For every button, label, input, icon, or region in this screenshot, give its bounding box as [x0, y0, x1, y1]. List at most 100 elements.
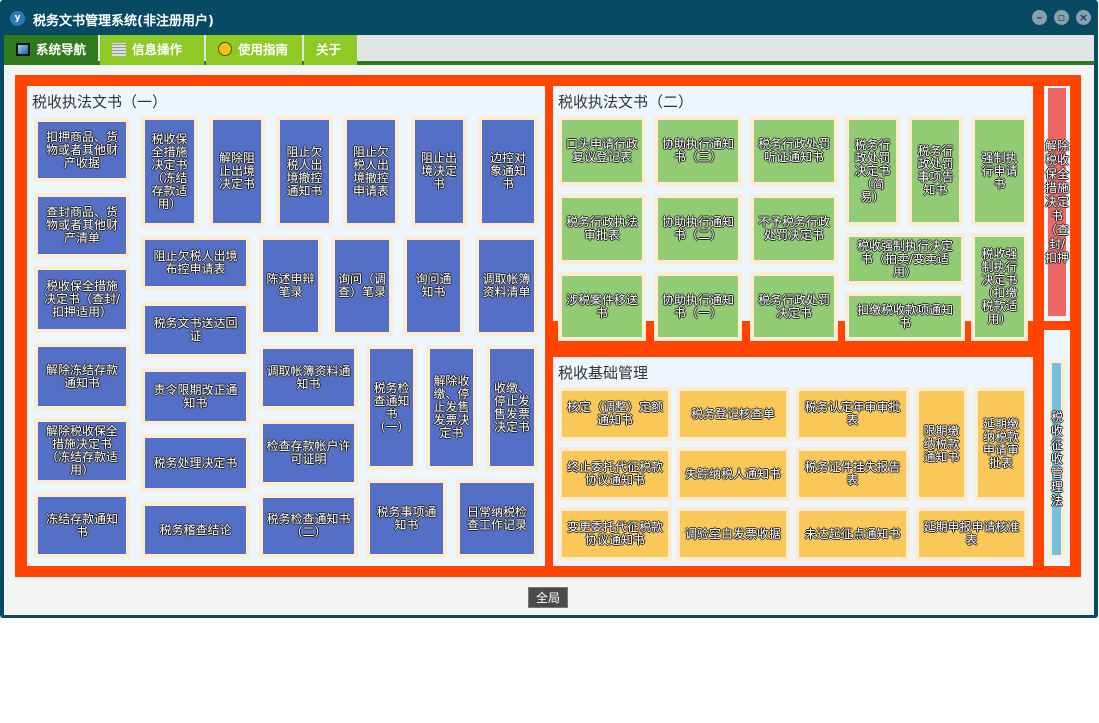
document-tile[interactable]: 询问（调查）笔录 — [331, 236, 393, 336]
document-tile[interactable]: 解除收缴、停止发售发票决定书 — [426, 345, 477, 470]
document-tile[interactable]: 扣缴税收款项通知书 — [845, 292, 965, 341]
tile-label: 终止委托代征税款协议通知书 — [562, 451, 668, 497]
document-tile[interactable]: 解除税收保全措施决定书（冻结存款适用） — [34, 418, 130, 484]
tile-label: 陈述申辩笔录 — [263, 240, 318, 332]
tile-label: 税收强制执行决定书（扣缴税款适用） — [975, 237, 1024, 337]
document-tile[interactable]: 检查存款帐户许可证明 — [259, 420, 358, 486]
tile-label: 未达起征点通知书 — [799, 511, 906, 557]
document-tile[interactable]: 税务事项通知书 — [366, 479, 447, 558]
tile-label: 调验空白发票收据 — [680, 511, 786, 557]
title-bar: y 税务文书管理系统(非注册用户) – ▫ × — [0, 0, 1098, 35]
document-tile[interactable]: 税务行政处罚决定书（简易） — [845, 116, 900, 226]
tile-label: 税务行政处罚决定书 — [754, 276, 834, 337]
document-tile[interactable]: 税务检查通知书（二） — [259, 494, 358, 558]
tab-bar: 系统导航 信息操作 使用指南 关于 — [4, 35, 1094, 65]
tile-label: 不予税务行政处罚决定书 — [754, 198, 834, 260]
document-tile[interactable]: 税务认定年审审批表 — [795, 387, 910, 441]
tile-label: 阻止欠税人出境撤控申请表 — [347, 120, 395, 223]
document-tile[interactable]: 责令限期改正通知书 — [141, 368, 250, 425]
document-tile[interactable]: 口头申请行政复议登记表 — [558, 116, 646, 186]
document-tile[interactable]: 延期缴纳税款申请审批表 — [974, 387, 1028, 501]
tile-label: 税收强制执行决定书（拍卖/变卖适用） — [849, 237, 961, 281]
document-tile[interactable]: 日常纳税检查工作记录 — [456, 479, 538, 558]
document-tile[interactable]: 未达起征点通知书 — [795, 507, 910, 561]
document-tile[interactable]: 阻止欠税人出境布控申请表 — [141, 236, 250, 290]
restore-icon[interactable]: ▫ — [1054, 10, 1069, 25]
document-tile[interactable]: 解除阻止出境决定书 — [209, 116, 265, 227]
document-tile[interactable]: 协助执行通知书（三） — [654, 116, 742, 186]
document-tile[interactable]: 税收保全措施决定书（查封/扣押适用） — [34, 266, 130, 333]
document-tile[interactable]: 税务行政处罚听证通知书 — [750, 116, 838, 186]
document-tile[interactable]: 查封商品、货物或者其他财产清单 — [34, 193, 130, 258]
tile-label: 阻止欠税人出境布控申请表 — [145, 240, 246, 286]
tile-label: 税务文书送达回证 — [145, 306, 246, 354]
document-tile[interactable]: 阻止欠税人出境撤控通知书 — [276, 116, 333, 227]
minimize-icon[interactable]: – — [1032, 10, 1047, 25]
document-tile[interactable]: 边控对象通知书 — [478, 116, 538, 227]
document-tile[interactable]: 冻结存款通知书 — [34, 493, 130, 558]
tile-label: 税务检查通知书（一） — [370, 349, 413, 466]
document-tile[interactable]: 税务稽查结论 — [141, 502, 250, 558]
document-tile[interactable]: 税务文书送达回证 — [141, 302, 250, 358]
document-tile[interactable]: 税务处理决定书 — [141, 434, 250, 492]
tile-label: 冻结存款通知书 — [38, 497, 126, 554]
document-tile[interactable]: 限期缴纳税款通知书 — [915, 387, 968, 501]
tile-label: 解除税收保全措施决定书（冻结存款适用） — [38, 422, 126, 480]
tab-user-guide[interactable]: 使用指南 — [206, 35, 302, 65]
tile-label: 询问（调查）笔录 — [335, 240, 389, 332]
tile-label: 边控对象通知书 — [482, 120, 534, 223]
document-tile[interactable]: 税收征收管理法 — [1049, 360, 1065, 558]
document-tile[interactable]: 调取帐簿资料通知书 — [259, 345, 358, 410]
tile-label: 税务登记核查单 — [680, 391, 786, 437]
tile-label: 税收保全措施决定书（查封/扣押适用） — [38, 270, 126, 329]
document-tile[interactable]: 不予税务行政处罚决定书 — [750, 194, 838, 264]
section-title: 税收执法文书（一） — [32, 93, 168, 111]
document-tile[interactable]: 协助执行通知书（二） — [654, 194, 742, 264]
document-tile[interactable]: 税务登记核查单 — [676, 387, 790, 441]
tile-label: 核定（调整）定额通知书 — [562, 391, 668, 437]
document-tile[interactable]: 陈述申辩笔录 — [259, 236, 322, 336]
document-tile[interactable]: 涉税案件移送书 — [558, 272, 646, 341]
close-icon[interactable]: × — [1076, 10, 1091, 25]
document-tile[interactable]: 扣押商品、货物或者其他财产收据 — [34, 118, 130, 182]
document-tile[interactable]: 税收强制执行决定书（拍卖/变卖适用） — [845, 233, 965, 285]
tile-label: 调取帐簿资料清单 — [479, 240, 534, 332]
document-tile[interactable]: 变更委托代征税款协议通知书 — [558, 507, 672, 561]
document-tile[interactable]: 税务行政处罚决定书 — [750, 272, 838, 341]
tile-label: 责令限期改正通知书 — [145, 372, 246, 421]
tab-about[interactable]: 关于 — [304, 35, 357, 65]
document-tile[interactable]: 税务证件挂失报告表 — [795, 447, 910, 501]
document-tile[interactable]: 税收保全措施决定书（冻结存款适用） — [141, 116, 198, 227]
document-tile[interactable]: 强制执行申请书 — [971, 116, 1028, 226]
document-tile[interactable]: 失踪纳税人通知书 — [676, 447, 790, 501]
document-tile[interactable]: 终止委托代征税款协议通知书 — [558, 447, 672, 501]
document-tile[interactable]: 税务检查通知书（一） — [366, 345, 417, 470]
document-tile[interactable]: 调验空白发票收据 — [676, 507, 790, 561]
document-tile[interactable]: 询问通知书 — [403, 236, 464, 336]
document-tile[interactable]: 延期申报申请核准表 — [915, 507, 1028, 561]
tile-label: 收缴、停止发售发票决定书 — [490, 349, 534, 466]
document-tile[interactable]: 协助执行通知书（一） — [654, 272, 742, 341]
global-view-button[interactable]: 全局 — [528, 587, 568, 608]
tab-system-navigation[interactable]: 系统导航 — [4, 35, 98, 65]
document-tile[interactable]: 税务行政执法审批表 — [558, 194, 646, 264]
document-tile[interactable]: 解除冻结存款通知书 — [34, 343, 130, 410]
tile-label: 解除收缴、停止发售发票决定书 — [430, 349, 473, 466]
tab-label: 使用指南 — [238, 42, 289, 57]
tile-label: 税务行政处罚决定书（简易） — [849, 120, 896, 222]
document-tile[interactable]: 调取帐簿资料清单 — [475, 236, 538, 336]
document-tile[interactable]: 解除税收保全措施决定书（查封/扣押 — [1045, 86, 1069, 318]
document-tile[interactable]: 阻止出境决定书 — [411, 116, 467, 227]
tile-label: 涉税案件移送书 — [562, 276, 642, 337]
tile-label: 延期申报申请核准表 — [919, 511, 1024, 557]
monitor-icon — [16, 43, 30, 56]
document-tile[interactable]: 核定（调整）定额通知书 — [558, 387, 672, 441]
document-tile[interactable]: 阻止欠税人出境撤控申请表 — [343, 116, 399, 227]
tile-label: 税务稽查结论 — [145, 506, 246, 554]
document-tile[interactable]: 税收强制执行决定书（扣缴税款适用） — [971, 233, 1028, 341]
tab-info-operation[interactable]: 信息操作 — [100, 35, 204, 65]
document-tile[interactable]: 收缴、停止发售发票决定书 — [486, 345, 538, 470]
app-window: y 税务文书管理系统(非注册用户) – ▫ × 系统导航 信息操作 使用指南 关… — [0, 0, 1098, 618]
window-title: 税务文书管理系统(非注册用户) — [33, 14, 214, 29]
document-tile[interactable]: 税务行政处罚事项告知书 — [908, 116, 963, 226]
